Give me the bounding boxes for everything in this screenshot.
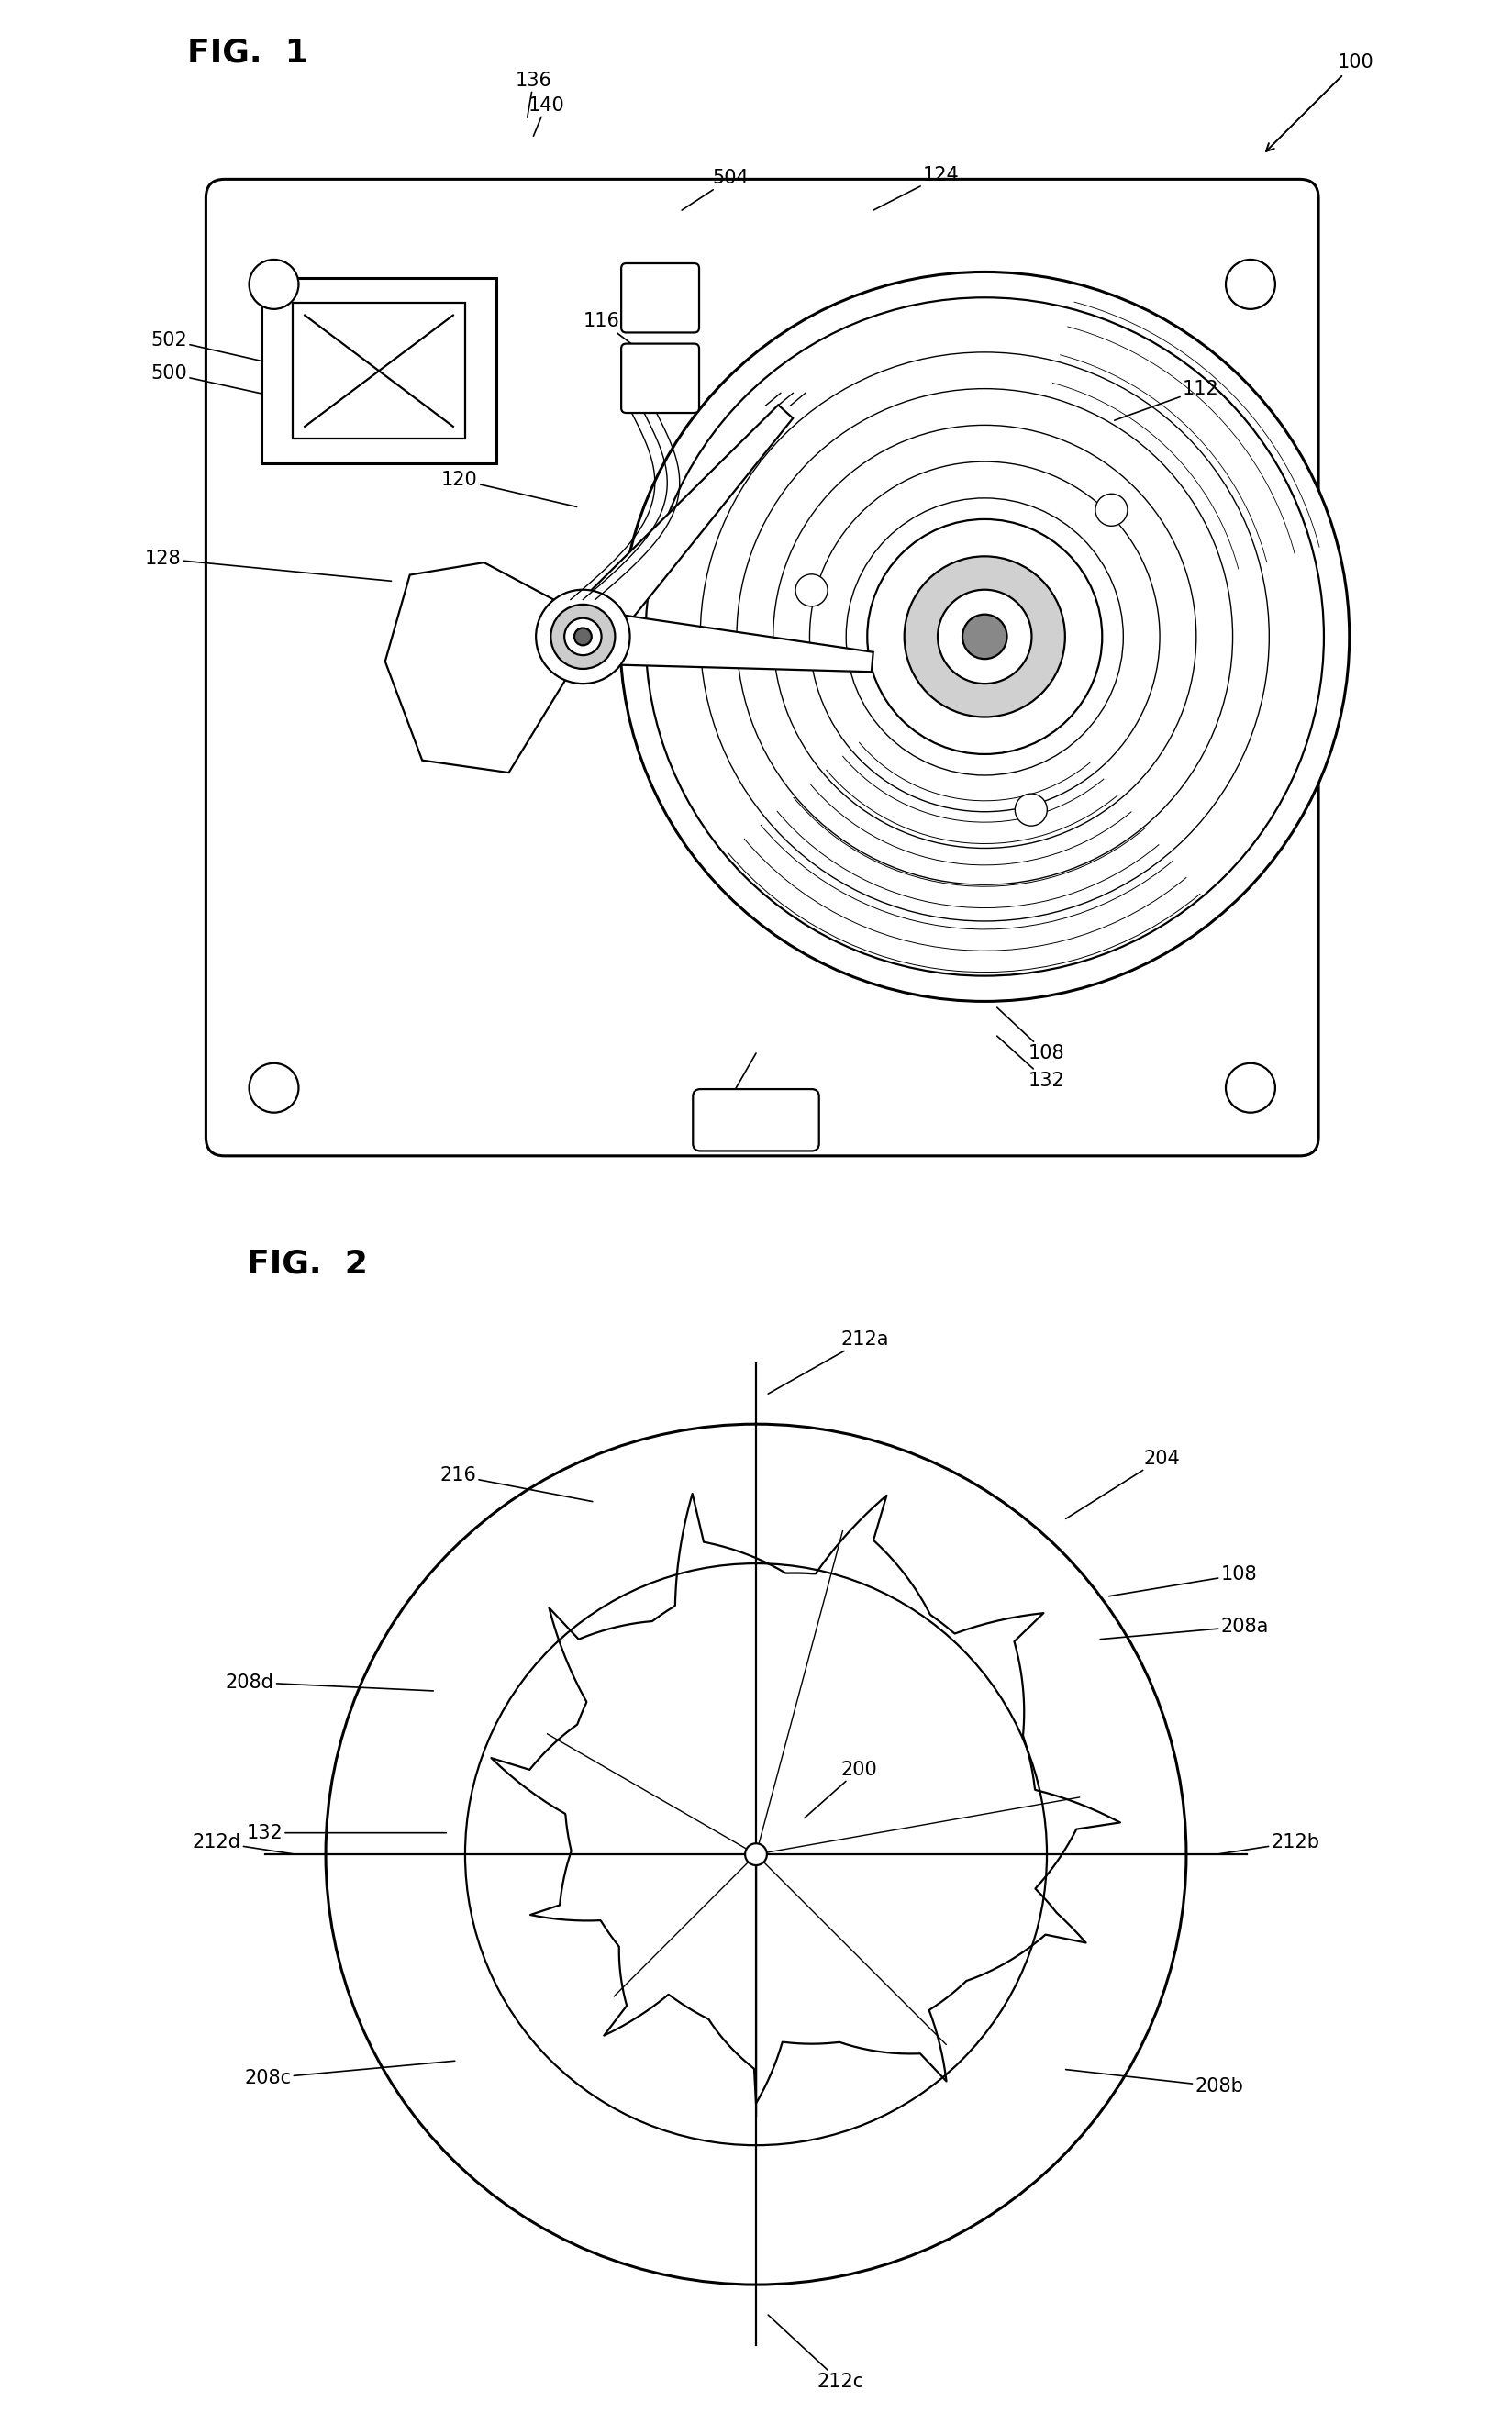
Text: 504: 504	[682, 170, 750, 211]
Text: 208a: 208a	[1101, 1617, 1269, 1639]
Text: 208d: 208d	[225, 1673, 434, 1692]
Text: 502: 502	[151, 330, 305, 371]
Circle shape	[249, 259, 298, 310]
Circle shape	[535, 589, 631, 684]
Text: 216: 216	[440, 1467, 593, 1500]
Polygon shape	[262, 279, 496, 463]
Text: FIG.  2: FIG. 2	[246, 1248, 367, 1280]
Text: 128: 128	[145, 550, 392, 582]
Text: 136: 136	[516, 70, 552, 116]
Text: 212d: 212d	[192, 1833, 295, 1854]
Text: 104: 104	[708, 1054, 756, 1115]
Text: 116: 116	[584, 313, 652, 359]
Circle shape	[1095, 494, 1128, 526]
FancyBboxPatch shape	[621, 344, 699, 412]
Text: 124: 124	[874, 167, 959, 211]
Circle shape	[564, 618, 602, 654]
Text: 108: 108	[996, 1008, 1064, 1062]
Polygon shape	[386, 562, 576, 773]
Text: 204: 204	[1066, 1450, 1179, 1520]
Text: 200: 200	[804, 1760, 877, 1818]
Text: 100: 100	[1266, 53, 1373, 150]
Text: 208c: 208c	[245, 2060, 455, 2087]
Circle shape	[1015, 793, 1048, 827]
FancyBboxPatch shape	[621, 264, 699, 332]
Circle shape	[937, 589, 1031, 684]
Text: 208b: 208b	[1066, 2070, 1243, 2097]
FancyBboxPatch shape	[206, 179, 1318, 1156]
Circle shape	[620, 271, 1349, 1001]
Text: 112: 112	[1114, 381, 1219, 419]
Circle shape	[550, 604, 615, 669]
Text: FIG.  1: FIG. 1	[187, 36, 308, 68]
Text: 212b: 212b	[1217, 1833, 1320, 1854]
Text: 500: 500	[151, 364, 305, 402]
Circle shape	[1226, 1064, 1275, 1113]
Circle shape	[868, 519, 1102, 754]
Polygon shape	[292, 303, 466, 439]
Text: 212c: 212c	[768, 2315, 863, 2390]
Circle shape	[963, 613, 1007, 659]
Text: 108: 108	[1108, 1566, 1256, 1597]
Text: 120: 120	[442, 470, 576, 507]
FancyBboxPatch shape	[692, 1088, 820, 1151]
Polygon shape	[562, 405, 792, 654]
Polygon shape	[581, 608, 874, 671]
Circle shape	[575, 628, 591, 645]
Circle shape	[795, 574, 827, 606]
Text: 212a: 212a	[768, 1331, 889, 1394]
Text: 132: 132	[246, 1823, 446, 1842]
Circle shape	[904, 555, 1064, 718]
Text: 132: 132	[996, 1035, 1064, 1091]
Circle shape	[1226, 259, 1275, 310]
Circle shape	[249, 1064, 298, 1113]
Circle shape	[745, 1842, 767, 1866]
Text: 140: 140	[528, 97, 564, 136]
